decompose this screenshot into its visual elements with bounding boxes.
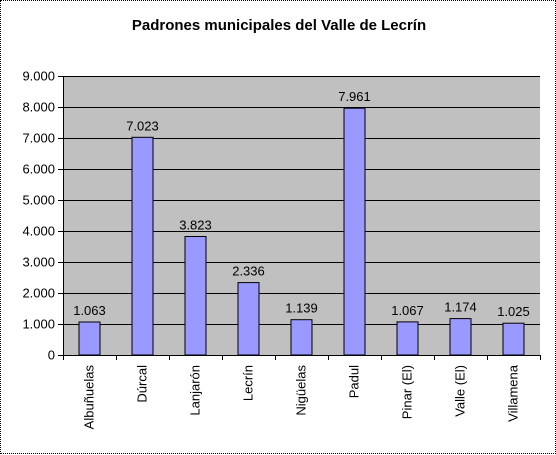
- data-label: 1.139: [285, 301, 318, 316]
- category-label: Valle (El): [453, 365, 468, 417]
- y-tick-label: 0: [48, 348, 55, 363]
- bar: [290, 319, 313, 356]
- data-label: 7.961: [338, 89, 371, 104]
- y-tick-label: 1.000: [22, 317, 55, 332]
- category-label: Lanjarón: [188, 365, 203, 416]
- data-label: 1.067: [391, 303, 424, 318]
- y-tick-label: 9.000: [22, 69, 55, 84]
- y-tick-label: 5.000: [22, 193, 55, 208]
- category-label: Nigüelas: [294, 365, 309, 416]
- y-tick-label: 4.000: [22, 224, 55, 239]
- category-label: Albuñuelas: [82, 365, 97, 430]
- category-label: Dúrcal: [135, 365, 150, 403]
- data-label: 1.063: [73, 303, 106, 318]
- category-label: Padul: [347, 365, 362, 398]
- y-tick-label: 7.000: [22, 131, 55, 146]
- bar: [396, 321, 419, 356]
- category-label: Villamena: [506, 364, 521, 422]
- y-tick-label: 8.000: [22, 100, 55, 115]
- data-label: 3.823: [179, 218, 212, 233]
- data-label: 2.336: [232, 264, 265, 279]
- y-tick-label: 2.000: [22, 286, 55, 301]
- bar: [502, 322, 525, 356]
- chart-title: Padrones municipales del Valle de Lecrín: [131, 17, 427, 34]
- bar: [78, 321, 101, 356]
- data-label: 1.174: [444, 300, 477, 315]
- category-label: Pinar (El): [400, 365, 415, 419]
- bar: [343, 107, 366, 356]
- data-label: 7.023: [126, 118, 159, 133]
- y-tick-label: 3.000: [22, 255, 55, 270]
- y-tick-label: 6.000: [22, 162, 55, 177]
- bar: [449, 318, 472, 356]
- bar: [131, 136, 154, 356]
- data-label: 1.025: [497, 304, 530, 319]
- category-label: Lecrín: [241, 365, 256, 401]
- bar: [237, 282, 260, 356]
- bar: [184, 236, 207, 356]
